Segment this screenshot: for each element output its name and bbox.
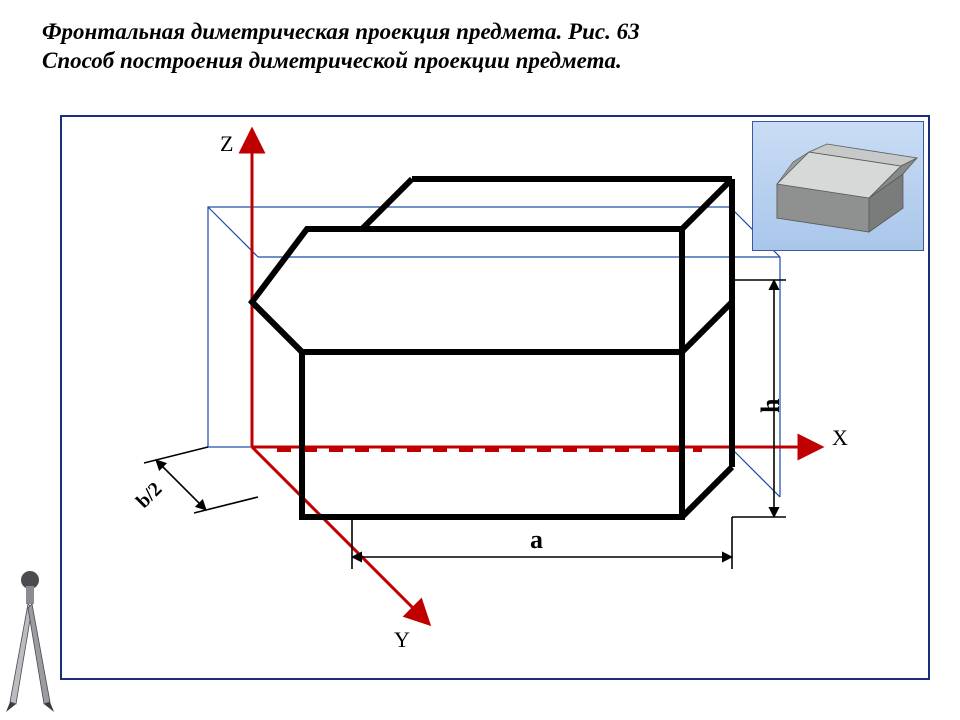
axis-label-z: Z [220,131,233,157]
object-solid [252,179,732,517]
dim-label-h: h [756,399,786,413]
thumbnail-svg [753,122,923,250]
title-line1: Фронтальная диметрическая проекция предм… [42,19,640,44]
axis-y [252,447,428,623]
object-hidden [302,229,682,517]
axis-label-y: Y [394,627,410,653]
title-line2: Способ построения диметрической проекции… [42,48,622,73]
compass-icon [2,562,58,712]
page-title: Фронтальная диметрическая проекция предм… [42,18,940,76]
dim-label-a: a [530,525,543,555]
diagram-frame: Z X Y a h b/2 [60,115,930,680]
dimension-b2 [144,447,258,513]
reference-thumbnail [752,121,924,251]
axis-label-x: X [832,425,848,451]
page: Фронтальная диметрическая проекция предм… [0,0,960,720]
